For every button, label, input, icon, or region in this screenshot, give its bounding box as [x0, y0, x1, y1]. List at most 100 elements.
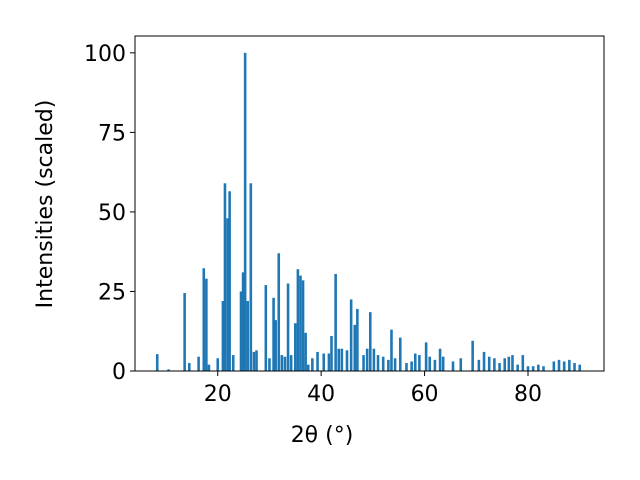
bar	[498, 363, 501, 371]
bar	[531, 366, 535, 371]
plot-frame	[134, 35, 605, 372]
bar	[410, 361, 413, 371]
bar	[183, 293, 186, 371]
bar	[243, 52, 247, 371]
bar	[301, 280, 305, 371]
bar	[241, 272, 245, 371]
y-tick-label: 75	[98, 121, 126, 146]
x-tick-label: 20	[204, 382, 232, 407]
bar	[459, 358, 463, 371]
bar	[552, 361, 556, 371]
bar	[393, 358, 397, 371]
bar	[268, 358, 271, 371]
bar	[340, 348, 344, 371]
bar	[537, 364, 540, 371]
bar	[507, 356, 511, 371]
bar	[226, 218, 229, 371]
bar	[330, 336, 333, 371]
bar	[294, 323, 297, 371]
bar	[376, 355, 380, 371]
bar	[503, 358, 507, 371]
bar	[557, 359, 561, 371]
bar	[387, 359, 390, 371]
bar	[205, 278, 208, 371]
bar	[418, 355, 421, 371]
bar	[221, 301, 225, 371]
x-tick-label: 40	[307, 382, 335, 407]
y-tick-label: 50	[98, 201, 126, 226]
bar	[280, 355, 284, 371]
bar	[349, 299, 353, 371]
bar	[272, 297, 275, 371]
bar	[578, 364, 581, 371]
x-tick-label: 80	[514, 382, 542, 407]
bar	[353, 324, 357, 371]
bar	[493, 358, 496, 371]
bar	[286, 283, 290, 371]
bar	[304, 332, 307, 371]
bar	[345, 350, 349, 371]
bar	[207, 364, 211, 371]
bar	[398, 337, 402, 371]
bar	[264, 285, 268, 371]
bar	[568, 359, 571, 371]
bar	[562, 361, 566, 371]
bar	[451, 361, 455, 371]
bar	[390, 329, 393, 371]
bar	[327, 353, 331, 371]
bar	[299, 275, 302, 371]
bar	[542, 366, 545, 371]
bar	[362, 355, 365, 371]
bar	[246, 301, 250, 371]
bar	[365, 348, 369, 371]
y-axis-label: Intensities (scaled)	[33, 100, 58, 309]
bar	[274, 320, 277, 371]
bar	[322, 353, 326, 371]
bar	[228, 191, 231, 371]
bar	[231, 355, 235, 371]
bar	[521, 355, 525, 371]
x-axis-label: 2θ (°)	[291, 423, 354, 448]
bar	[573, 363, 576, 371]
y-tick-label: 25	[98, 280, 126, 305]
bar	[441, 356, 445, 371]
bar	[381, 356, 385, 371]
y-tick-label: 100	[84, 42, 126, 67]
bar	[223, 183, 227, 371]
x-tick-label: 60	[411, 382, 439, 407]
bar	[428, 356, 432, 371]
bar	[337, 348, 341, 371]
bar	[283, 356, 287, 371]
bar	[155, 354, 159, 371]
bar	[289, 355, 293, 371]
bar	[249, 183, 253, 371]
bar	[356, 308, 359, 371]
bar	[306, 364, 310, 371]
bar	[368, 312, 372, 371]
bar	[405, 363, 408, 371]
bar	[216, 358, 220, 371]
bar	[277, 253, 281, 371]
bar	[316, 351, 319, 371]
bar	[482, 351, 486, 371]
bar	[311, 358, 314, 371]
bar	[516, 364, 519, 371]
bar	[239, 291, 243, 371]
bar	[334, 273, 337, 371]
bar	[188, 363, 191, 371]
bar	[413, 353, 417, 371]
bar	[197, 356, 200, 371]
bar	[296, 269, 300, 371]
bar	[424, 342, 428, 371]
bar	[471, 340, 474, 371]
bar	[167, 369, 170, 371]
bar	[252, 351, 256, 371]
bar	[487, 356, 491, 371]
bar	[511, 355, 514, 371]
bar	[477, 359, 481, 371]
bar	[255, 350, 258, 371]
bar	[372, 348, 376, 371]
bar	[202, 268, 206, 371]
